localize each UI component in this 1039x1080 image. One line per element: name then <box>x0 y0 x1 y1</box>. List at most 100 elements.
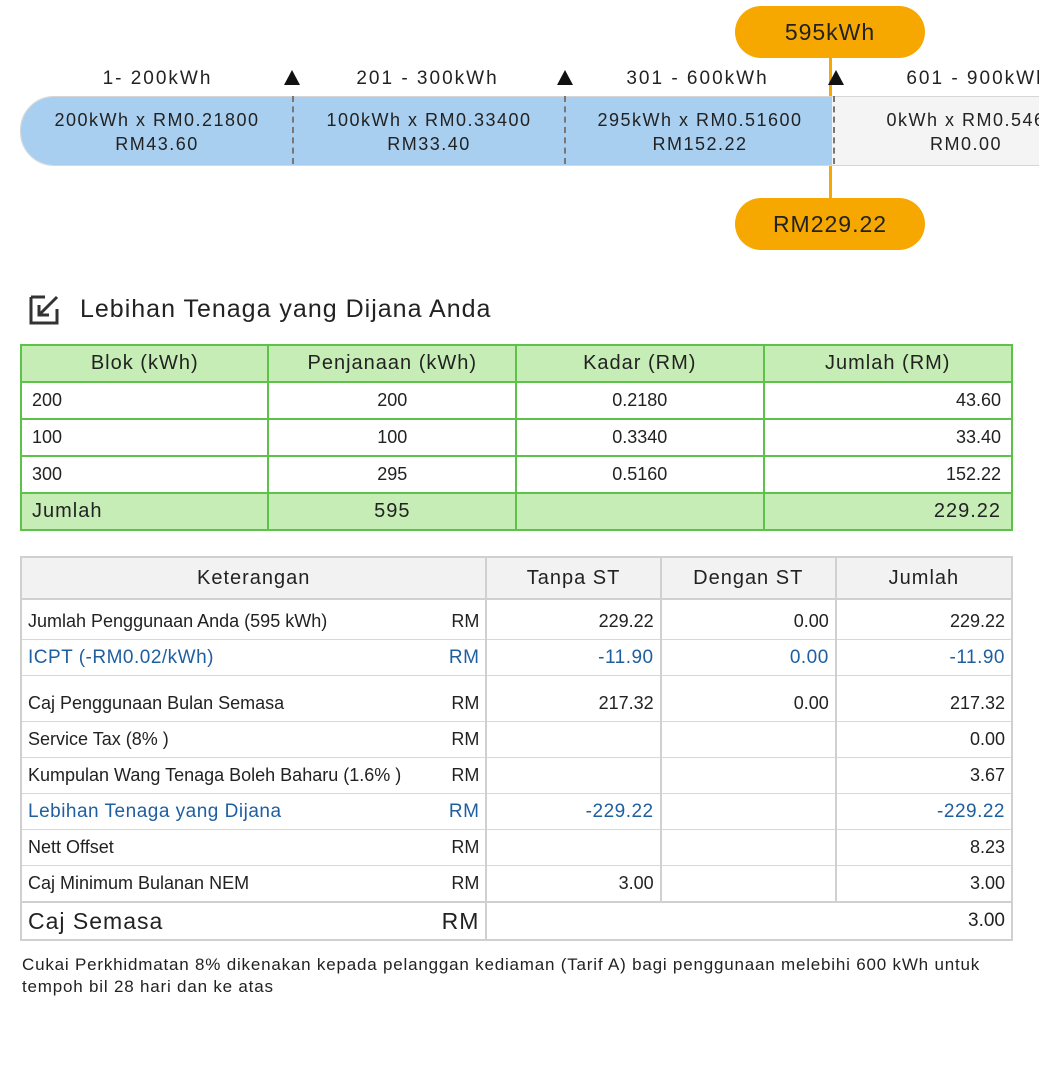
generation-cell: 295 <box>267 455 518 494</box>
tier-segment-2: 100kWh x RM0.33400 RM33.40 <box>293 97 565 165</box>
column-header: Penjanaan (kWh) <box>267 344 518 383</box>
tanpa-st-cell: 229.22 <box>485 599 661 640</box>
dengan-st-cell <box>659 757 836 794</box>
total-pill: RM229.22 <box>735 198 925 250</box>
amount-cell: 33.40 <box>762 418 1013 457</box>
currency-cell: RM <box>435 757 487 794</box>
segment-calc: 100kWh x RM0.33400 <box>326 110 532 130</box>
dengan-st-cell: 0.00 <box>659 599 836 640</box>
segment-calc: 200kWh x RM0.21800 <box>54 110 260 130</box>
row-description: Caj Penggunaan Bulan Semasa <box>20 686 436 722</box>
tier-divider <box>292 96 294 164</box>
table-row: ICPT (-RM0.02/kWh) RM -11.90 0.00 -11.90 <box>20 639 1014 676</box>
current-charge-row: Caj Semasa RM 3.00 <box>20 901 1013 941</box>
jumlah-cell: 217.32 <box>834 686 1014 722</box>
currency-cell: RM <box>435 829 487 866</box>
section-heading: Lebihan Tenaga yang Dijana Anda <box>28 292 491 326</box>
rate-cell: 0.2180 <box>515 381 765 420</box>
table-header-row: Blok (kWh) Penjanaan (kWh) Kadar (RM) Ju… <box>19 344 1013 383</box>
segment-amount: RM33.40 <box>387 134 471 154</box>
tanpa-st-cell: -229.22 <box>485 793 661 830</box>
table-row: Caj Minimum Bulanan NEM RM 3.00 3.00 <box>20 865 1014 903</box>
tier-divider <box>833 96 835 164</box>
segment-amount: RM0.00 <box>929 134 1003 154</box>
dengan-st-cell <box>659 721 836 758</box>
block-cell: 200 <box>19 381 270 420</box>
total-rate <box>515 492 765 531</box>
column-header: Jumlah <box>834 556 1014 600</box>
currency-cell: RM <box>435 599 487 640</box>
tier-segment-1: 200kWh x RM0.21800 RM43.60 <box>21 97 293 165</box>
table-total-row: Jumlah 595 229.22 <box>19 492 1013 531</box>
dengan-st-cell <box>659 865 836 903</box>
rate-cell: 0.5160 <box>515 455 765 494</box>
charges-table: Keterangan Tanpa ST Dengan ST Jumlah Jum… <box>19 556 1014 941</box>
column-header: Tanpa ST <box>485 556 662 600</box>
table-row: Kumpulan Wang Tenaga Boleh Baharu (1.6% … <box>20 757 1014 794</box>
table-row: Lebihan Tenaga yang Dijana RM -229.22 -2… <box>20 793 1014 830</box>
column-header: Dengan ST <box>659 556 837 600</box>
tier-bar-fill <box>21 97 832 165</box>
block-cell: 300 <box>19 455 270 494</box>
table-header-row: Keterangan Tanpa ST Dengan ST Jumlah <box>19 556 1014 600</box>
tanpa-st-cell <box>485 721 661 758</box>
row-description: Jumlah Penggunaan Anda (595 kWh) <box>20 599 436 640</box>
jumlah-cell: 3.67 <box>834 757 1014 794</box>
currency-cell: RM <box>435 793 487 830</box>
segment-amount: RM152.22 <box>652 134 748 154</box>
currency-cell: RM <box>435 686 487 722</box>
segment-calc: 0kWh x RM0.546 <box>886 110 1039 130</box>
table-row: Nett Offset RM 8.23 <box>20 829 1014 866</box>
table-row: Service Tax (8% ) RM 0.00 <box>20 721 1014 758</box>
total-amount: 229.22 <box>762 492 1013 531</box>
tier-divider <box>564 96 566 164</box>
tier-range-4: 601 - 900kWh <box>906 68 1039 89</box>
dengan-st-cell <box>659 793 836 830</box>
row-description: Caj Minimum Bulanan NEM <box>20 865 436 903</box>
amount-cell: 152.22 <box>762 455 1013 494</box>
current-charge-amount: 3.00 <box>485 901 1013 941</box>
service-tax-note: Cukai Perkhidmatan 8% dikenakan kepada p… <box>22 955 981 996</box>
generation-cell: 100 <box>267 418 518 457</box>
edit-square-icon <box>29 295 59 325</box>
generation-cell: 200 <box>267 381 518 420</box>
tier-segment-3: 295kWh x RM0.51600 RM152.22 <box>565 97 835 165</box>
column-header: Blok (kWh) <box>19 344 270 383</box>
generation-table: Blok (kWh) Penjanaan (kWh) Kadar (RM) Ju… <box>19 344 1013 531</box>
section-title: Lebihan Tenaga yang Dijana Anda <box>80 294 492 323</box>
currency-cell: RM <box>435 639 487 676</box>
table-row: Caj Penggunaan Bulan Semasa RM 217.32 0.… <box>20 686 1014 722</box>
dengan-st-cell <box>659 829 836 866</box>
amount-cell: 43.60 <box>762 381 1013 420</box>
jumlah-cell: 8.23 <box>834 829 1014 866</box>
tier-progress: 595kWh 1- 200kWh 201 - 300kWh 301 - 600k… <box>0 0 1039 260</box>
row-description: Kumpulan Wang Tenaga Boleh Baharu (1.6% … <box>20 757 436 794</box>
block-cell: 100 <box>19 418 270 457</box>
jumlah-cell: 3.00 <box>834 865 1014 903</box>
column-header: Kadar (RM) <box>515 344 765 383</box>
tier-range-1: 1- 200kWh <box>102 68 213 89</box>
currency-cell: RM <box>435 865 487 903</box>
dengan-st-cell: 0.00 <box>659 639 836 676</box>
total-generation: 595 <box>267 492 518 531</box>
jumlah-cell: 0.00 <box>834 721 1014 758</box>
usage-pill: 595kWh <box>735 6 925 58</box>
tanpa-st-cell: 217.32 <box>485 686 661 722</box>
currency-cell: RM <box>435 721 487 758</box>
row-description: Nett Offset <box>20 829 436 866</box>
row-description: Lebihan Tenaga yang Dijana <box>20 793 436 830</box>
row-spacer <box>20 675 1014 686</box>
table-row: 200 200 0.2180 43.60 <box>19 381 1013 420</box>
table-row: 100 100 0.3340 33.40 <box>19 418 1013 457</box>
tier-marker-icon <box>284 70 300 85</box>
tier-range-3: 301 - 600kWh <box>626 68 769 89</box>
segment-calc: 295kWh x RM0.51600 <box>597 110 803 130</box>
tier-range-2: 201 - 300kWh <box>356 68 499 89</box>
tanpa-st-cell: 3.00 <box>485 865 661 903</box>
tier-bar: 200kWh x RM0.21800 RM43.60 100kWh x RM0.… <box>20 96 1039 166</box>
jumlah-cell: -11.90 <box>834 639 1014 676</box>
tanpa-st-cell <box>485 829 661 866</box>
total-label: Jumlah <box>19 492 270 531</box>
column-header: Jumlah (RM) <box>762 344 1013 383</box>
tanpa-st-cell: -11.90 <box>485 639 661 676</box>
